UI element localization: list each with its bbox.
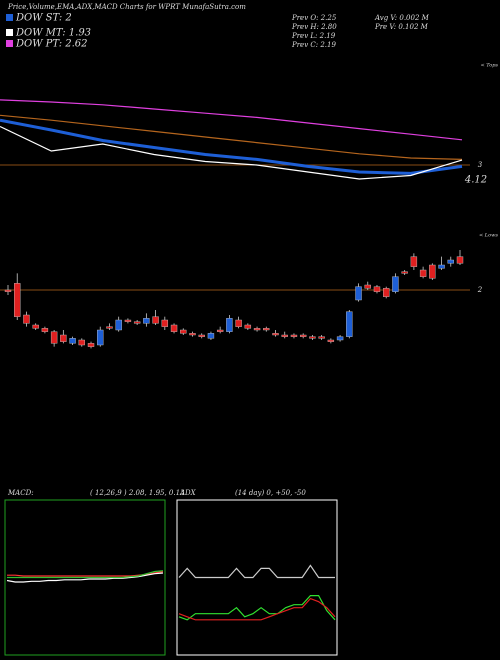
candle-body: [143, 318, 150, 324]
candle-body: [410, 256, 418, 267]
legend-entry: DOW MT: 1.93: [15, 28, 91, 39]
candle-body: [152, 316, 159, 324]
candle-body: [41, 328, 49, 332]
candle-body: [290, 334, 298, 337]
series-line: [7, 570, 164, 577]
candle-body: [383, 288, 390, 297]
stat: Prev H: 2.80: [291, 23, 337, 31]
series-line: [178, 597, 336, 621]
candle-body: [447, 259, 454, 264]
price-label: 4.12: [464, 175, 487, 186]
legend-swatch: [6, 40, 13, 47]
stat: Avg V: 0.002 M: [374, 14, 430, 22]
series-line: [6, 572, 164, 583]
candle-body: [336, 336, 344, 341]
candle-body: [4, 289, 12, 292]
candle-body: [78, 339, 85, 346]
candle-body: [97, 329, 104, 346]
candle-body: [327, 339, 335, 342]
candle-body: [124, 319, 132, 322]
candle-body: [69, 338, 76, 344]
candle-body: [392, 276, 399, 292]
series-line: [0, 99, 463, 141]
level-label: 3: [478, 161, 483, 169]
candle-body: [50, 331, 58, 344]
candle-body: [263, 328, 270, 331]
side-label: < Lows: [479, 233, 498, 239]
candle-body: [216, 329, 224, 332]
page-title: Price,Volume,EMA,ADX,MACD Charts for WPR…: [7, 3, 246, 11]
candle-body: [115, 319, 122, 331]
side-label: < Tops: [480, 63, 498, 69]
candle-body: [106, 326, 113, 329]
candle-body: [198, 334, 205, 337]
candle-body: [244, 324, 252, 329]
stat: Prev O: 2.25: [291, 14, 337, 22]
series-line: [0, 118, 463, 175]
panel-title: ADX: [179, 489, 197, 497]
candle-body: [23, 314, 30, 324]
candle-body: [226, 318, 233, 332]
candle-body: [401, 271, 408, 274]
legend-entry: DOW PT: 2.62: [15, 39, 88, 50]
candle-body: [180, 329, 187, 334]
candle-body: [299, 334, 307, 337]
stat: Pre V: 0.102 M: [374, 23, 429, 31]
candle-body: [364, 284, 371, 289]
candle-body: [318, 336, 325, 339]
stat: Prev L: 2.19: [291, 32, 336, 40]
candle-body: [438, 264, 445, 269]
panel-title: MACD:: [7, 489, 34, 497]
series-line: [178, 564, 335, 579]
candle-body: [373, 286, 381, 292]
panel-subtitle: ( 12,26,9 ) 2.08, 1.95, 0.13: [90, 489, 185, 497]
candle-body: [429, 264, 436, 279]
stat: Prev C: 2.19: [291, 41, 336, 49]
candle-body: [281, 334, 288, 337]
series-line: [7, 570, 164, 579]
series-line: [0, 114, 463, 160]
candle-body: [32, 324, 39, 329]
level-label: 2: [477, 286, 483, 294]
candle-body: [235, 319, 242, 327]
candle-body: [309, 336, 316, 339]
legend-swatch: [6, 29, 13, 36]
candle-body: [60, 334, 67, 342]
candle-body: [161, 319, 169, 327]
candle-body: [253, 328, 261, 331]
candle-body: [207, 333, 215, 339]
candle-body: [456, 256, 464, 264]
candle-body: [355, 286, 362, 301]
candle-body: [170, 324, 178, 332]
candle-body: [189, 333, 196, 336]
panel-subtitle: (14 day) 0, +50, -50: [235, 489, 306, 497]
candle-body: [87, 343, 95, 347]
candle-body: [346, 311, 353, 337]
candle-body: [419, 269, 427, 277]
series-line: [0, 125, 463, 180]
candle-body: [133, 321, 141, 324]
candle-body: [14, 283, 21, 317]
legend-swatch: [6, 14, 13, 21]
legend-entry: DOW ST: 2: [15, 13, 72, 24]
series-line: [178, 595, 336, 621]
candle-body: [272, 333, 279, 336]
